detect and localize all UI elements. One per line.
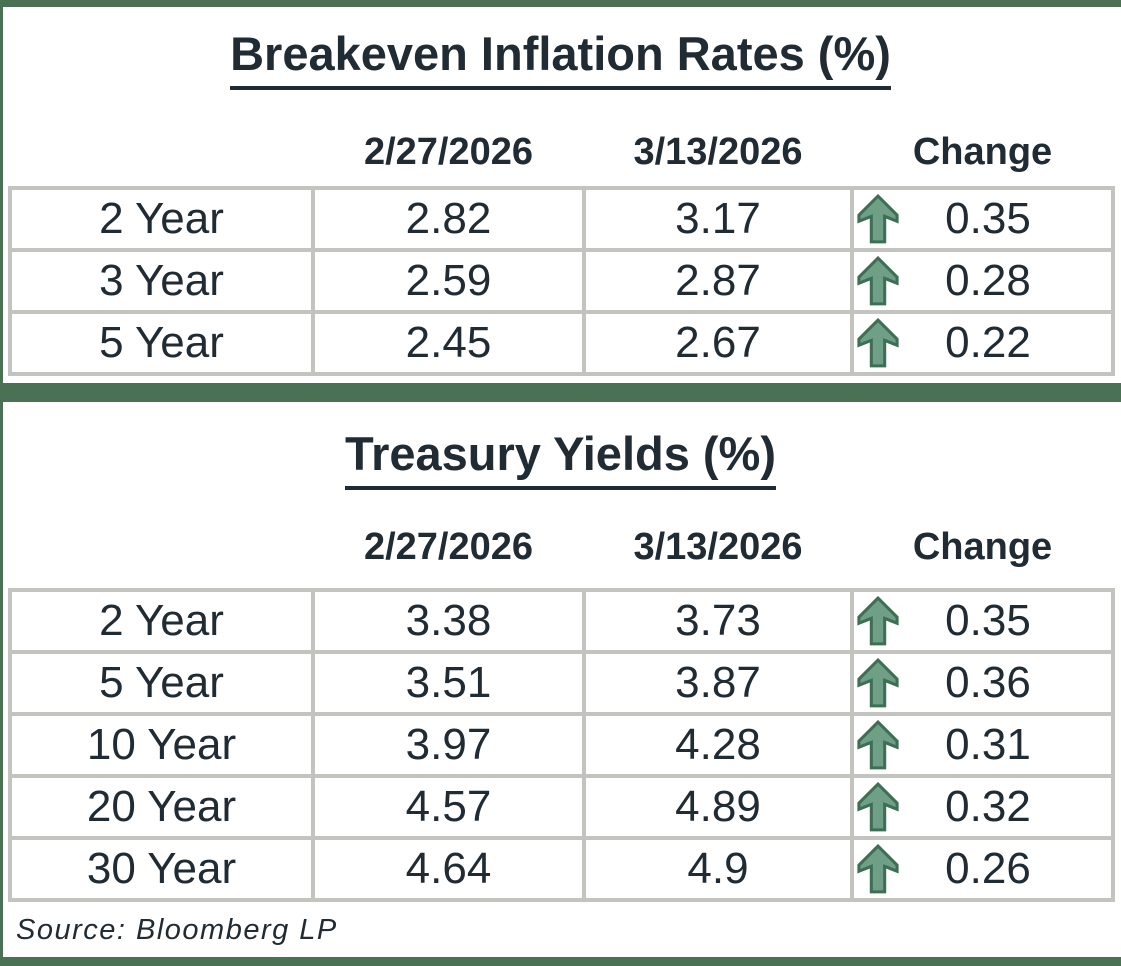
empty-header-cell	[12, 523, 311, 571]
value-cell: 2.87	[586, 252, 850, 310]
up-arrow-icon	[857, 782, 899, 832]
change-cell: 0.35	[854, 190, 1111, 248]
row-label-cell: 20 Year	[12, 778, 311, 836]
row-label-cell: 2 Year	[12, 592, 311, 650]
breakeven-header-row: 2/27/2026 3/13/2026 Change	[8, 128, 1115, 176]
value-cell: 2.82	[315, 190, 582, 248]
row-label-cell: 30 Year	[12, 840, 311, 898]
row-label-cell: 10 Year	[12, 716, 311, 774]
change-cell: 0.32	[854, 778, 1111, 836]
up-arrow-icon	[857, 194, 899, 244]
change-cell: 0.26	[854, 840, 1111, 898]
treasury-table-grid: 2 Year 3.38 3.73 0.35 5 Year 3.51 3.87 0…	[8, 588, 1115, 902]
change-value: 0.28	[945, 256, 1031, 305]
up-arrow-icon	[857, 596, 899, 646]
change-value: 0.35	[945, 596, 1031, 645]
value-cell: 4.89	[586, 778, 850, 836]
top-border-bar	[0, 0, 1121, 7]
up-arrow-icon	[857, 720, 899, 770]
breakeven-table-title: Breakeven Inflation Rates (%)	[0, 30, 1121, 90]
up-arrow-icon	[857, 256, 899, 306]
change-cell: 0.22	[854, 314, 1111, 372]
up-arrow-icon	[857, 844, 899, 894]
value-cell: 3.87	[586, 654, 850, 712]
up-arrow-icon	[857, 318, 899, 368]
treasury-header-row: 2/27/2026 3/13/2026 Change	[8, 523, 1115, 571]
column-header-date-2: 3/13/2026	[633, 130, 803, 173]
row-label-cell: 5 Year	[12, 654, 311, 712]
value-cell: 4.9	[586, 840, 850, 898]
row-label-cell: 2 Year	[12, 190, 311, 248]
value-cell: 4.28	[586, 716, 850, 774]
change-cell: 0.35	[854, 592, 1111, 650]
value-cell: 3.97	[315, 716, 582, 774]
source-note: Source: Bloomberg LP	[16, 913, 338, 946]
change-value: 0.26	[945, 844, 1031, 893]
value-cell: 2.59	[315, 252, 582, 310]
change-cell: 0.36	[854, 654, 1111, 712]
empty-header-cell	[12, 128, 311, 176]
row-label-cell: 3 Year	[12, 252, 311, 310]
change-value: 0.32	[945, 782, 1031, 831]
column-header-date-2: 3/13/2026	[633, 525, 803, 568]
change-value: 0.31	[945, 720, 1031, 769]
source-note-row: Source: Bloomberg LP	[8, 902, 1115, 958]
change-cell: 0.28	[854, 252, 1111, 310]
change-value: 0.22	[945, 318, 1031, 367]
value-cell: 2.67	[586, 314, 850, 372]
value-cell: 3.51	[315, 654, 582, 712]
value-cell: 3.38	[315, 592, 582, 650]
left-border-bar	[0, 0, 3, 966]
value-cell: 3.73	[586, 592, 850, 650]
change-cell: 0.31	[854, 716, 1111, 774]
change-value: 0.35	[945, 194, 1031, 243]
up-arrow-icon	[857, 658, 899, 708]
value-cell: 4.64	[315, 840, 582, 898]
row-label-cell: 5 Year	[12, 314, 311, 372]
value-cell: 2.45	[315, 314, 582, 372]
column-header-date-1: 2/27/2026	[363, 525, 534, 568]
value-cell: 4.57	[315, 778, 582, 836]
table-divider-bar	[0, 383, 1121, 402]
change-value: 0.36	[945, 658, 1031, 707]
column-header-change: Change	[912, 130, 1053, 173]
breakeven-table-grid: 2 Year 2.82 3.17 0.35 3 Year 2.59 2.87 0…	[8, 186, 1115, 376]
column-header-date-1: 2/27/2026	[363, 130, 534, 173]
bottom-border-bar	[0, 957, 1121, 966]
value-cell: 3.17	[586, 190, 850, 248]
column-header-change: Change	[912, 525, 1053, 568]
treasury-table-title: Treasury Yields (%)	[0, 430, 1121, 490]
